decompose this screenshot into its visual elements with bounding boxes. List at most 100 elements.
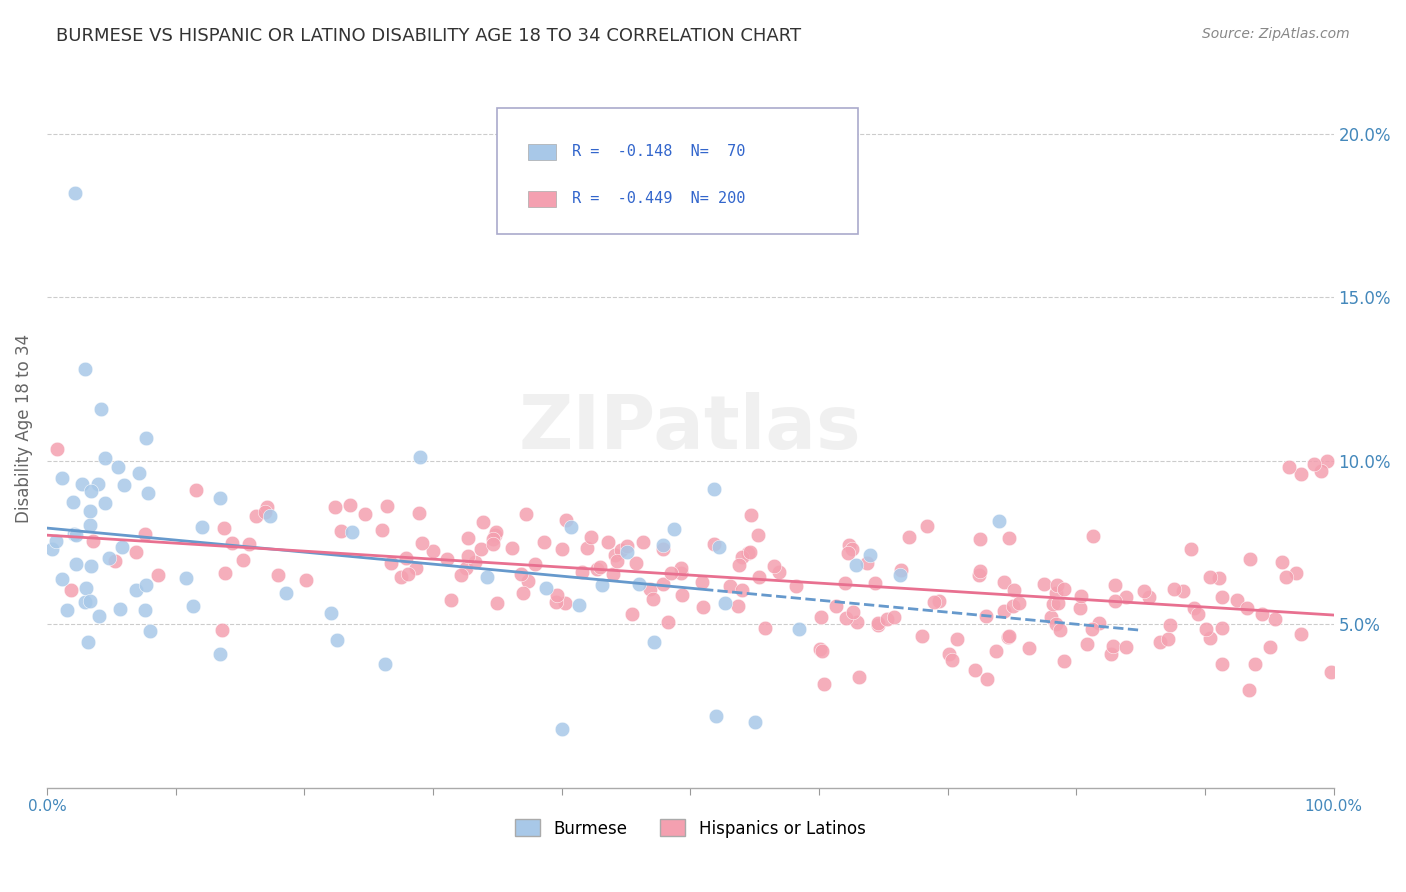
- Point: [703, 536, 725, 550]
- Point: [1316, 454, 1339, 468]
- Point: [139, 624, 162, 639]
- Point: [80, 483, 103, 498]
- Point: [135, 578, 157, 592]
- Point: [1159, 618, 1181, 632]
- Point: [1319, 665, 1341, 680]
- Point: [998, 629, 1021, 643]
- Point: [1137, 590, 1160, 604]
- Point: [457, 549, 479, 563]
- Point: [728, 558, 751, 572]
- Point: [1237, 683, 1260, 698]
- Point: [1195, 622, 1218, 636]
- Point: [898, 530, 921, 544]
- Point: [1076, 637, 1098, 651]
- Point: [375, 500, 398, 514]
- Point: [1173, 584, 1195, 599]
- Point: [967, 567, 990, 582]
- Point: [591, 578, 613, 592]
- Point: [523, 557, 546, 571]
- Point: [1236, 600, 1258, 615]
- Point: [863, 576, 886, 591]
- Point: [731, 550, 754, 565]
- Point: [703, 482, 725, 496]
- Point: [859, 549, 882, 563]
- Point: [436, 552, 458, 566]
- Point: [191, 520, 214, 534]
- Point: [232, 553, 254, 567]
- Point: [969, 532, 991, 546]
- Point: [51, 470, 73, 484]
- Point: [714, 595, 737, 609]
- Point: [835, 611, 858, 625]
- Point: [731, 582, 754, 597]
- Point: [546, 588, 568, 602]
- Point: [606, 554, 628, 568]
- Point: [889, 568, 911, 582]
- Point: [208, 491, 231, 505]
- Point: [1069, 600, 1091, 615]
- Point: [856, 556, 879, 570]
- Point: [1250, 607, 1272, 622]
- Point: [211, 623, 233, 637]
- Point: [747, 527, 769, 541]
- Point: [993, 575, 1015, 590]
- Point: [652, 538, 675, 552]
- Point: [969, 564, 991, 578]
- Point: [1226, 593, 1249, 607]
- Point: [1104, 578, 1126, 592]
- Text: R =  -0.449  N= 200: R = -0.449 N= 200: [572, 191, 745, 206]
- Point: [1278, 460, 1301, 475]
- Point: [86, 477, 108, 491]
- Point: [1244, 657, 1267, 671]
- Point: [340, 524, 363, 539]
- Point: [245, 509, 267, 524]
- Point: [707, 540, 730, 554]
- Point: [651, 541, 673, 556]
- Point: [136, 486, 159, 500]
- Point: [104, 554, 127, 568]
- Point: [512, 586, 534, 600]
- Point: [638, 582, 661, 597]
- FancyBboxPatch shape: [498, 108, 858, 234]
- Point: [374, 657, 396, 671]
- Point: [389, 570, 412, 584]
- Point: [551, 541, 574, 556]
- Point: [1211, 657, 1233, 672]
- Point: [560, 520, 582, 534]
- Point: [485, 597, 508, 611]
- Point: [748, 570, 770, 584]
- Point: [744, 715, 766, 730]
- Point: [641, 591, 664, 606]
- Point: [1289, 627, 1312, 641]
- Point: [1088, 615, 1111, 630]
- Point: [482, 533, 505, 547]
- Point: [94, 496, 117, 510]
- Point: [1040, 609, 1063, 624]
- Point: [868, 618, 890, 632]
- Point: [669, 566, 692, 581]
- Text: BURMESE VS HISPANIC OR LATINO DISABILITY AGE 18 TO 34 CORRELATION CHART: BURMESE VS HISPANIC OR LATINO DISABILITY…: [56, 27, 801, 45]
- Point: [842, 606, 865, 620]
- Point: [396, 567, 419, 582]
- Point: [941, 653, 963, 667]
- Point: [848, 670, 870, 684]
- Point: [323, 500, 346, 515]
- Point: [1099, 647, 1122, 661]
- Text: R =  -0.148  N=  70: R = -0.148 N= 70: [572, 145, 745, 160]
- Point: [866, 615, 889, 630]
- Point: [212, 521, 235, 535]
- Point: [208, 647, 231, 661]
- Text: 100.0%: 100.0%: [1305, 799, 1362, 814]
- Point: [1046, 578, 1069, 592]
- Point: [1018, 640, 1040, 655]
- Point: [1239, 551, 1261, 566]
- Point: [440, 592, 463, 607]
- Point: [571, 565, 593, 579]
- Point: [811, 643, 834, 657]
- Point: [589, 559, 612, 574]
- Point: [276, 586, 298, 600]
- Point: [1291, 467, 1313, 481]
- Point: [1104, 594, 1126, 608]
- Point: [1180, 542, 1202, 557]
- Point: [808, 641, 831, 656]
